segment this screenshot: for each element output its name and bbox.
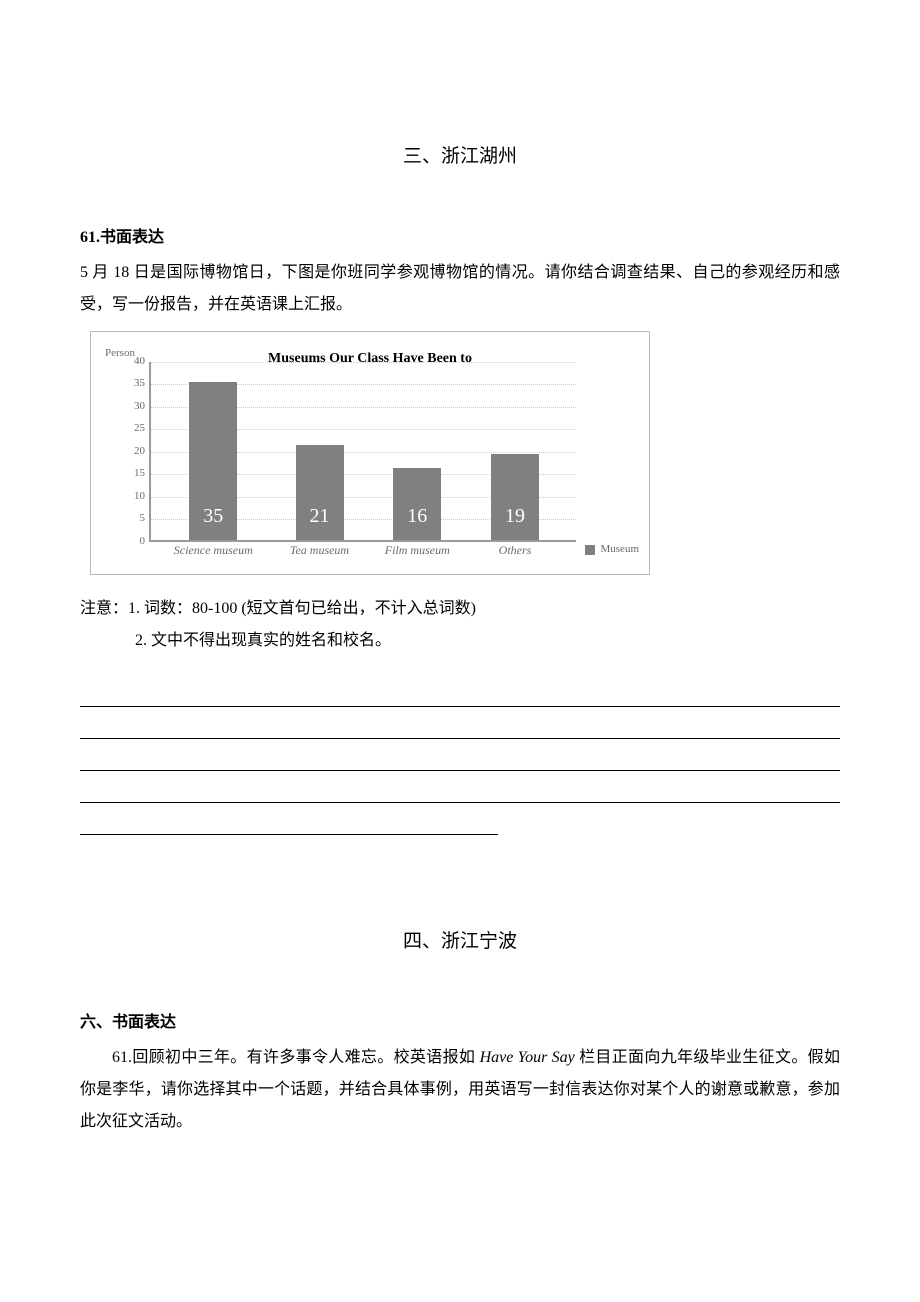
legend-label: Museum — [601, 540, 640, 560]
ytick-label: 35 — [123, 375, 145, 395]
subheading-2: 六、书面表达 — [80, 1009, 840, 1038]
xtick-label: Science museum — [169, 540, 257, 562]
bar-value-label: 19 — [491, 498, 539, 534]
body-prefix: 61.回顾初中三年。有许多事令人难忘。校英语报如 — [112, 1049, 480, 1066]
ytick-label: 15 — [123, 465, 145, 485]
xtick-label: Film museum — [373, 540, 461, 562]
ytick-label: 5 — [123, 510, 145, 530]
ytick-label: 0 — [123, 532, 145, 552]
section-heading-1: 三、浙江湖州 — [80, 140, 840, 174]
ytick-label: 40 — [123, 352, 145, 372]
section-heading-2: 四、浙江宁波 — [80, 925, 840, 959]
body-paragraph-2: 61.回顾初中三年。有许多事令人难忘。校英语报如 Have Your Say 栏… — [80, 1042, 840, 1138]
gridline — [151, 362, 576, 363]
ytick-label: 25 — [123, 420, 145, 440]
plot-area: 051015202530354035Science museum21Tea mu… — [149, 362, 576, 542]
bar-value-label: 16 — [393, 498, 441, 534]
ytick-label: 30 — [123, 397, 145, 417]
legend-swatch — [585, 545, 595, 555]
intro-paragraph: 5 月 18 日是国际博物馆日，下图是你班同学参观博物馆的情况。请你结合调查结果… — [80, 257, 840, 321]
xtick-label: Others — [471, 540, 559, 562]
note-1: 注意：1. 词数：80-100 (短文首句已给出，不计入总词数) — [80, 593, 840, 625]
xtick-label: Tea museum — [276, 540, 364, 562]
ytick-label: 20 — [123, 442, 145, 462]
bar-chart: Person Museums Our Class Have Been to 05… — [99, 340, 641, 570]
blank-line — [80, 803, 498, 835]
bar: 16 — [393, 468, 441, 540]
bar-value-label: 21 — [296, 498, 344, 534]
note-2: 2. 文中不得出现真实的姓名和校名。 — [80, 625, 840, 657]
bar-value-label: 35 — [189, 498, 237, 534]
blank-line — [80, 707, 840, 739]
legend: Museum — [585, 540, 640, 560]
question-number: 61.书面表达 — [80, 224, 840, 253]
note-prefix: 注意： — [80, 600, 128, 617]
ytick-label: 10 — [123, 487, 145, 507]
blank-line — [80, 771, 840, 803]
bar: 35 — [189, 382, 237, 540]
note-1-text: 1. 词数：80-100 (短文首句已给出，不计入总词数) — [128, 600, 476, 617]
blank-line — [80, 675, 840, 707]
body-italic: Have Your Say — [480, 1049, 575, 1066]
bar: 19 — [491, 454, 539, 540]
answer-blank-lines — [80, 675, 840, 835]
blank-line — [80, 739, 840, 771]
bar: 21 — [296, 445, 344, 540]
chart-container: Person Museums Our Class Have Been to 05… — [90, 331, 650, 575]
notes: 注意：1. 词数：80-100 (短文首句已给出，不计入总词数) 2. 文中不得… — [80, 593, 840, 657]
